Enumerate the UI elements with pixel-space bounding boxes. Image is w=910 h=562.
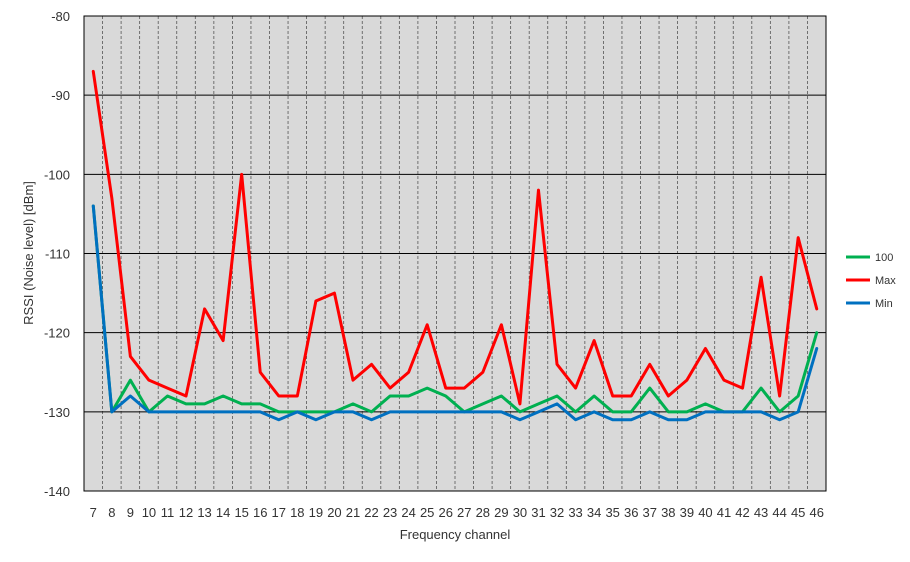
- x-tick-label: 43: [754, 505, 768, 520]
- legend: 100 Max Min: [846, 252, 896, 310]
- x-tick-label: 27: [457, 505, 471, 520]
- series-lines: [91, 69, 819, 422]
- y-tick-label: -100: [44, 167, 70, 182]
- x-tick-label: 13: [197, 505, 211, 520]
- x-tick-label: 40: [698, 505, 712, 520]
- x-tick-label: 33: [568, 505, 582, 520]
- x-tick-label: 38: [661, 505, 675, 520]
- x-tick-label: 9: [127, 505, 134, 520]
- x-axis-title: Frequency channel: [400, 527, 511, 542]
- x-tick-label: 23: [383, 505, 397, 520]
- y-tick-label: -90: [51, 88, 70, 103]
- x-tick-label: 21: [346, 505, 360, 520]
- x-tick-label: 26: [438, 505, 452, 520]
- y-tick-label: -110: [45, 247, 70, 262]
- x-tick-label: 10: [142, 505, 156, 520]
- series-line-max: [91, 69, 819, 406]
- x-tick-label: 16: [253, 505, 267, 520]
- x-tick-label: 12: [179, 505, 193, 520]
- legend-label-100: 100: [875, 252, 893, 264]
- y-tick-label: -130: [44, 405, 70, 420]
- x-tick-label: 15: [234, 505, 248, 520]
- x-tick-label: 8: [108, 505, 115, 520]
- x-tick-label: 19: [309, 505, 323, 520]
- series-line-min: [91, 204, 819, 422]
- x-tick-label: 35: [605, 505, 619, 520]
- x-tick-labels: 7 8 9 10 11 12 13 14 15 16 17 18 19 20 21 22 23 24 25 26 27 2…: [90, 505, 824, 520]
- x-tick-label: 24: [401, 505, 415, 520]
- y-tick-labels: -80 -90 -100 -110 -120 -130 -140: [44, 9, 70, 499]
- legend-label-min: Min: [875, 298, 893, 310]
- x-tick-label: 20: [327, 505, 341, 520]
- plot-border: [83, 15, 827, 492]
- x-tick-label: 32: [550, 505, 564, 520]
- x-tick-label: 25: [420, 505, 434, 520]
- x-tick-label: 11: [161, 505, 175, 520]
- x-tick-label: 46: [809, 505, 823, 520]
- y-tick-label: -120: [44, 326, 70, 341]
- x-tick-label: 44: [772, 505, 786, 520]
- x-tick-label: 18: [290, 505, 304, 520]
- x-tick-label: 45: [791, 505, 805, 520]
- x-tick-label: 17: [272, 505, 286, 520]
- legend-label-max: Max: [875, 275, 896, 287]
- x-tick-label: 30: [513, 505, 527, 520]
- x-tick-label: 31: [531, 505, 545, 520]
- x-tick-label: 39: [680, 505, 694, 520]
- x-tick-label: 42: [735, 505, 749, 520]
- x-tick-label: 14: [216, 505, 230, 520]
- y-tick-label: -80: [51, 9, 70, 24]
- series-line-100: [91, 204, 819, 414]
- y-axis-title: RSSI (Noise level) [dBm]: [21, 181, 36, 325]
- y-tick-label: -140: [44, 484, 70, 499]
- x-tick-label: 37: [643, 505, 657, 520]
- x-tick-label: 22: [364, 505, 378, 520]
- x-tick-label: 28: [476, 505, 490, 520]
- x-tick-label: 7: [90, 505, 97, 520]
- x-tick-label: 29: [494, 505, 508, 520]
- x-tick-label: 34: [587, 505, 601, 520]
- x-tick-label: 41: [717, 505, 731, 520]
- x-tick-label: 36: [624, 505, 638, 520]
